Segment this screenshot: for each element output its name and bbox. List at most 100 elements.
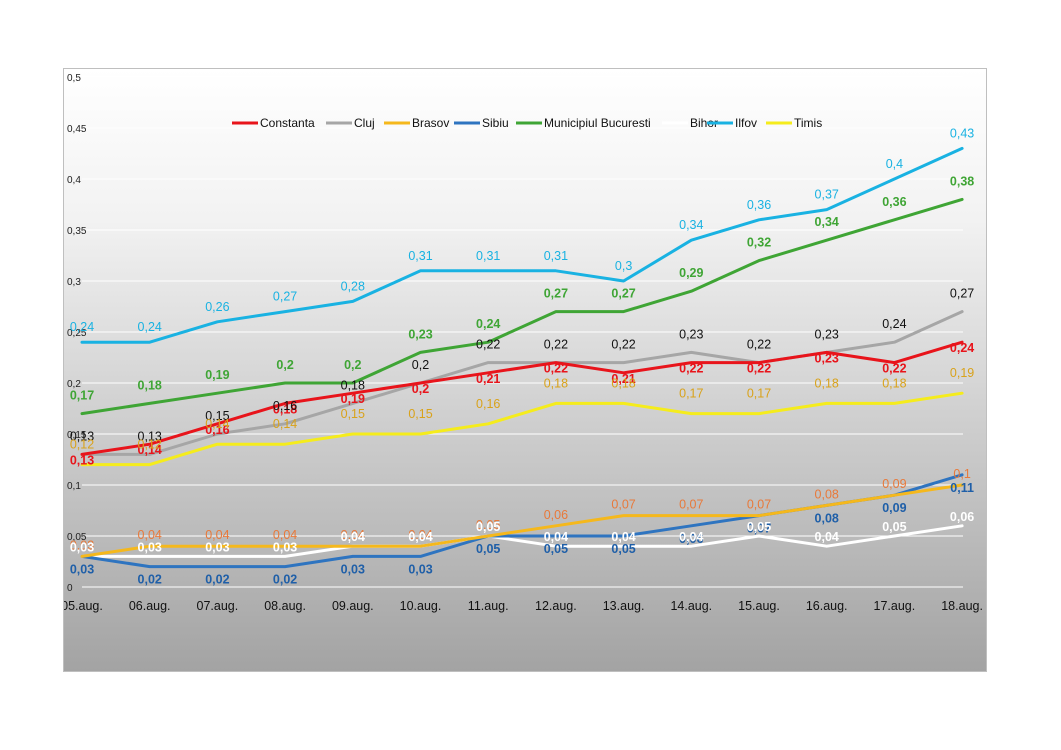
- data-label-constanta: 0,22: [544, 362, 568, 376]
- series-line-bihor: [80, 524, 964, 558]
- data-label-timis: 0,18: [611, 376, 635, 390]
- data-label-sibiu: 0,05: [544, 542, 568, 556]
- data-label-cluj: 0,22: [544, 338, 568, 352]
- data-label-ilfov: 0,3: [615, 259, 632, 273]
- data-label-timis: 0,17: [747, 387, 771, 401]
- data-label-bihor: 0,04: [611, 530, 635, 544]
- data-label-ilfov: 0,37: [815, 188, 839, 202]
- data-label-brasov: 0,07: [747, 498, 771, 512]
- data-label-municipiul-bucuresti: 0,27: [544, 287, 568, 301]
- y-tick-label: 0,4: [67, 175, 81, 186]
- data-label-ilfov: 0,24: [138, 320, 162, 334]
- legend-label: Timis: [794, 116, 822, 130]
- data-labels: 0,130,140,160,180,190,20,210,220,210,22 0…: [70, 126, 974, 586]
- legend-item-brasov: Brasov: [384, 116, 449, 130]
- legend-item-cluj: Cluj: [326, 116, 375, 130]
- data-label-cluj: 0,13: [70, 429, 94, 443]
- data-label-ilfov: 0,36: [747, 198, 771, 212]
- series-line-ilfov: [80, 146, 964, 344]
- data-label-timis: 0,12: [138, 438, 162, 452]
- data-label-brasov: 0,04: [408, 528, 432, 542]
- legend-label: Cluj: [354, 116, 375, 130]
- data-label-ilfov: 0,43: [950, 126, 974, 140]
- y-tick-label: 0: [67, 583, 73, 594]
- data-label-bihor: 0,04: [408, 530, 432, 544]
- data-label-constanta: 0,22: [747, 362, 771, 376]
- data-label-bihor: 0,05: [747, 520, 771, 534]
- data-label-municipiul-bucuresti: 0,34: [815, 215, 839, 229]
- x-tick-label: 18.aug.: [941, 599, 983, 613]
- data-label-constanta: 0,19: [341, 392, 365, 406]
- data-label-municipiul-bucuresti: 0,36: [882, 195, 906, 209]
- y-tick-label: 0,25: [67, 328, 87, 339]
- x-tick-label: 07.aug.: [197, 599, 239, 613]
- chart-frame: 0 0,05 0,1 0,15 0,2 0,25 0,3 0,35 0,4 0,45 0,5 05.…: [63, 68, 987, 672]
- data-label-municipiul-bucuresti: 0,2: [344, 358, 361, 372]
- data-label-municipiul-bucuresti: 0,29: [679, 266, 703, 280]
- data-label-brasov: 0,03: [70, 538, 94, 552]
- data-label-sibiu: 0,06: [679, 532, 703, 546]
- data-label-bihor: 0,05: [882, 520, 906, 534]
- data-label-timis: 0,14: [205, 417, 229, 431]
- legend-item-bihor: Bihor: [662, 116, 718, 130]
- data-label-timis: 0,15: [341, 407, 365, 421]
- x-tick-label: 14.aug.: [670, 599, 712, 613]
- data-label-cluj: 0,15: [205, 409, 229, 423]
- data-label-brasov: 0,08: [815, 487, 839, 501]
- data-label-ilfov: 0,31: [544, 249, 568, 263]
- x-tick-label: 06.aug.: [129, 599, 171, 613]
- data-label-constanta: 0,21: [611, 372, 635, 386]
- data-label-ilfov: 0,31: [476, 249, 500, 263]
- series-lines: [80, 146, 964, 569]
- y-tick-label: 0,3: [67, 277, 81, 288]
- legend-item-timis: Timis: [766, 116, 822, 130]
- data-label-timis: 0,14: [273, 417, 297, 431]
- data-label-brasov: 0,04: [273, 528, 297, 542]
- y-tick-label: 0,05: [67, 532, 87, 543]
- data-label-timis: 0,16: [476, 397, 500, 411]
- data-label-ilfov: 0,34: [679, 218, 703, 232]
- data-label-timis: 0,18: [882, 376, 906, 390]
- data-label-sibiu: 0,02: [138, 573, 162, 587]
- data-label-ilfov: 0,4: [886, 157, 903, 171]
- data-label-bihor: 0,04: [815, 530, 839, 544]
- data-label-cluj: 0,27: [950, 287, 974, 301]
- gridlines: [82, 76, 963, 588]
- data-label-cluj: 0,23: [815, 327, 839, 341]
- data-label-ilfov: 0,24: [70, 320, 94, 334]
- data-label-cluj: 0,2: [412, 358, 429, 372]
- legend-label: Sibiu: [482, 116, 509, 130]
- data-label-constanta: 0,21: [476, 372, 500, 386]
- data-label-municipiul-bucuresti: 0,32: [747, 236, 771, 250]
- data-label-sibiu: 0,02: [205, 573, 229, 587]
- y-tick-label: 0,35: [67, 226, 87, 237]
- data-label-cluj: 0,24: [882, 317, 906, 331]
- data-label-timis: 0,19: [950, 366, 974, 380]
- legend-item-municipiul-bucuresti: Municipiul Bucuresti: [516, 116, 651, 130]
- legend-item-sibiu: Sibiu: [454, 116, 509, 130]
- data-label-cluj: 0,16: [273, 399, 297, 413]
- data-label-cluj: 0,18: [341, 378, 365, 392]
- x-tick-label: 13.aug.: [603, 599, 645, 613]
- data-label-sibiu: 0,03: [408, 562, 432, 576]
- data-label-sibiu: 0,07: [747, 522, 771, 536]
- data-label-constanta: 0,16: [205, 423, 229, 437]
- data-label-brasov: 0,07: [611, 498, 635, 512]
- data-label-constanta: 0,18: [273, 402, 297, 416]
- y-tick-label: 0,45: [67, 124, 87, 135]
- legend-label: Bihor: [690, 116, 718, 130]
- data-label-sibiu: 0,02: [273, 573, 297, 587]
- x-axis-ticks: 05.aug. 06.aug. 07.aug. 08.aug. 09.aug. 10.au…: [64, 599, 983, 613]
- data-label-constanta: 0,24: [950, 341, 974, 355]
- data-label-constanta: 0,14: [138, 443, 162, 457]
- legend-item-ilfov: Ilfov: [707, 116, 757, 130]
- data-label-ilfov: 0,27: [273, 290, 297, 304]
- data-label-brasov: 0,04: [138, 528, 162, 542]
- data-label-ilfov: 0,31: [408, 249, 432, 263]
- data-label-brasov: 0,09: [882, 477, 906, 491]
- y-tick-label: 0,1: [67, 481, 81, 492]
- data-label-bihor: 0,03: [273, 540, 297, 554]
- data-label-sibiu: 0,05: [476, 542, 500, 556]
- data-label-sibiu: 0,05: [611, 542, 635, 556]
- x-tick-label: 09.aug.: [332, 599, 374, 613]
